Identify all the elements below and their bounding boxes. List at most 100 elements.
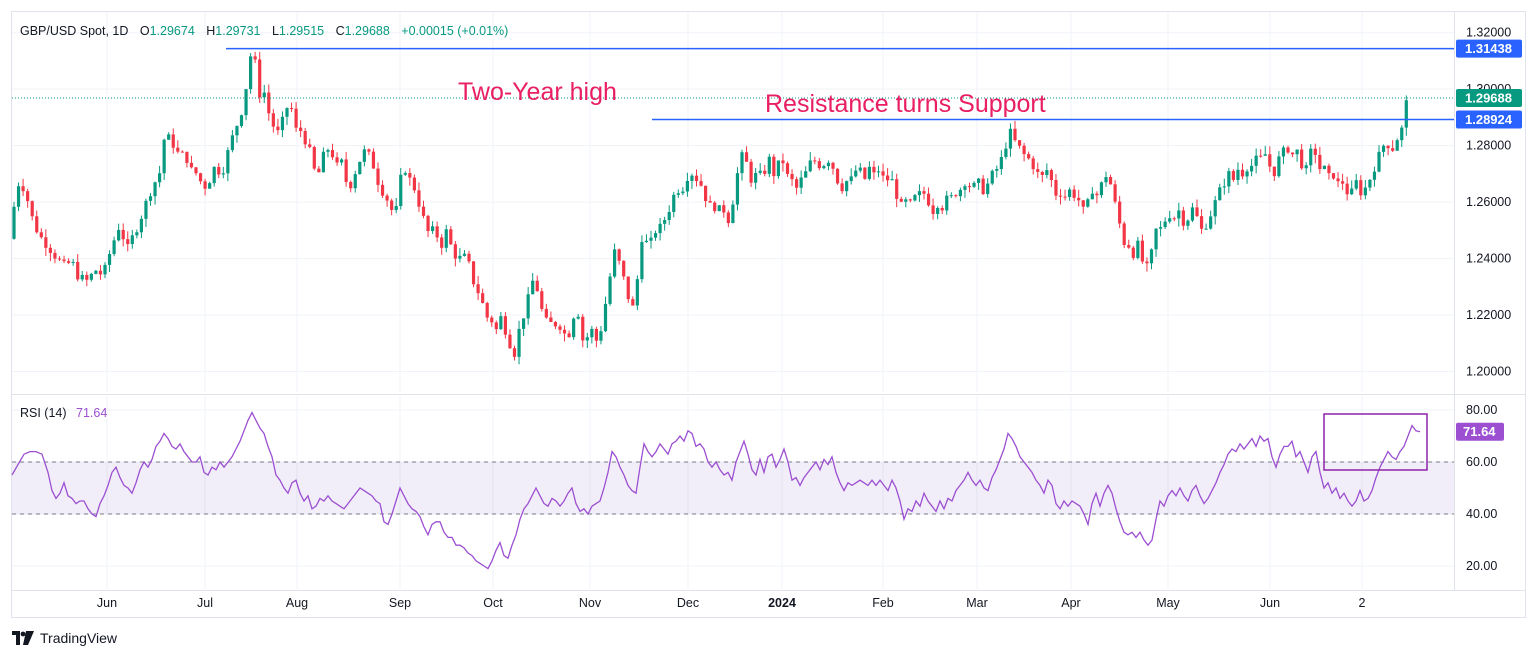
candle — [262, 84, 266, 104]
candle — [694, 169, 699, 187]
ohlc-legend: GBP/USD Spot, 1D O1.29674 H1.29731 L1.29… — [20, 24, 508, 38]
candle — [226, 147, 230, 182]
candle — [330, 143, 335, 160]
candle — [835, 168, 840, 185]
candle — [622, 260, 626, 280]
candle — [1386, 145, 1390, 156]
two-year-high-annotation[interactable]: Two-Year high — [458, 78, 617, 106]
candle — [785, 161, 790, 177]
candle — [499, 312, 503, 330]
candle — [1313, 143, 1317, 164]
candle — [1017, 139, 1022, 149]
candle — [685, 172, 689, 197]
candle — [931, 198, 935, 220]
candle — [1204, 223, 1208, 230]
candle — [62, 255, 66, 264]
candle — [585, 332, 589, 348]
candle — [1218, 183, 1222, 201]
candle — [98, 264, 103, 280]
candle — [854, 165, 858, 178]
candle — [490, 315, 494, 327]
candle — [1240, 163, 1245, 180]
symbol-label[interactable]: GBP/USD Spot, 1D — [20, 24, 128, 38]
candle — [485, 301, 489, 322]
candle — [1231, 169, 1235, 182]
candle — [949, 192, 953, 199]
badge-level-support: 1.28924 — [1456, 110, 1522, 129]
candle — [267, 84, 271, 121]
badge-level-high-text: 1.31438 — [1465, 41, 1512, 56]
candle — [203, 178, 207, 196]
candle — [1199, 209, 1204, 234]
candle — [1013, 120, 1017, 142]
candle — [553, 320, 558, 330]
candle — [1136, 236, 1140, 260]
candle — [194, 166, 198, 176]
rsi-legend-value: 71.64 — [76, 406, 107, 420]
candle — [453, 241, 457, 267]
candle — [1145, 257, 1149, 272]
candle — [321, 147, 325, 173]
candle — [826, 160, 831, 171]
candle — [576, 313, 580, 320]
candle — [258, 51, 262, 103]
candle — [16, 182, 21, 212]
candle — [640, 235, 644, 283]
candle — [380, 180, 385, 198]
badge-last-price: 1.29688 — [1456, 88, 1522, 107]
candle — [831, 161, 835, 175]
candle — [558, 324, 562, 334]
candle — [936, 206, 940, 220]
candle — [1359, 175, 1363, 200]
candle — [353, 170, 357, 193]
candle — [208, 181, 212, 189]
candle — [53, 249, 57, 264]
candle — [1154, 228, 1158, 257]
candle — [899, 196, 903, 203]
time-tick-label: Jul — [197, 596, 213, 610]
candle — [795, 176, 799, 195]
candle — [599, 325, 603, 345]
candle — [1368, 179, 1372, 192]
candle — [617, 248, 621, 265]
candle — [1245, 169, 1249, 184]
candle — [690, 173, 694, 190]
candle — [999, 150, 1003, 175]
candle — [44, 229, 48, 257]
candle — [1090, 187, 1094, 200]
open-value: 1.29674 — [150, 24, 195, 38]
rsi-highlight-box[interactable] — [1323, 413, 1428, 471]
candle — [1363, 180, 1367, 200]
rsi-legend[interactable]: RSI (14) 71.64 — [20, 406, 107, 420]
candle — [185, 151, 189, 168]
candle — [462, 250, 467, 257]
candle — [253, 51, 257, 64]
candle — [540, 288, 544, 312]
candle — [1322, 165, 1326, 170]
candle — [421, 200, 426, 219]
resistance-support-annotation[interactable]: Resistance turns Support — [765, 90, 1046, 118]
candle — [1127, 239, 1131, 249]
candle — [467, 250, 471, 264]
candle — [822, 164, 826, 170]
candle — [1404, 95, 1408, 136]
candlestick-series — [12, 51, 1408, 365]
candle — [1341, 173, 1345, 190]
candle — [863, 167, 867, 180]
candle — [763, 164, 767, 177]
candle — [1213, 195, 1217, 225]
tradingview-logo-icon — [12, 631, 34, 645]
candle — [1168, 210, 1172, 224]
candle — [440, 234, 444, 255]
candle — [426, 214, 430, 238]
candle — [699, 173, 703, 187]
candle — [813, 156, 817, 165]
candle — [171, 128, 175, 154]
candle — [508, 329, 512, 350]
candle — [280, 111, 285, 138]
candle — [522, 318, 526, 337]
rsi-tick-label: 40.00 — [1466, 507, 1497, 521]
badge-last-price-text: 1.29688 — [1465, 90, 1512, 105]
candle — [1045, 163, 1049, 179]
